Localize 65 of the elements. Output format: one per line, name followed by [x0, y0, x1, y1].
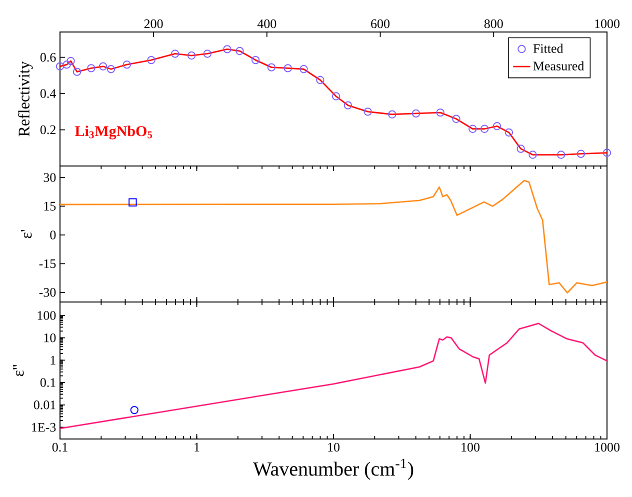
- point: [267, 63, 276, 72]
- point: [87, 64, 96, 72]
- point: [122, 60, 131, 69]
- point: [147, 56, 156, 64]
- point: [66, 56, 75, 66]
- point: [203, 50, 212, 58]
- y-tick-label: 10: [44, 333, 56, 342]
- point: [504, 128, 514, 137]
- y-tick-label: -15: [39, 259, 56, 268]
- legend-label: Fitted: [533, 44, 564, 53]
- x-tick-label: 10: [328, 442, 340, 452]
- point: [528, 150, 537, 159]
- point: [236, 46, 244, 56]
- point: [316, 76, 324, 84]
- y-tick-label: 1E-3: [32, 422, 56, 432]
- point: [56, 62, 64, 70]
- point: [170, 50, 180, 58]
- point: [412, 109, 420, 118]
- point: [436, 108, 444, 117]
- y-tick-label: 0.1: [40, 378, 56, 387]
- x-axis-title: Wavenumber (cm$^{-1}$): [252, 458, 414, 480]
- point: [332, 92, 340, 100]
- x-tick-label: 1000: [595, 19, 620, 28]
- point: [251, 56, 260, 64]
- y-axis-title: Reflectivity: [18, 61, 33, 136]
- y-tick-label: 0.2: [40, 125, 56, 134]
- y-axis-title: ε'': [13, 364, 24, 376]
- point: [452, 114, 460, 124]
- point: [106, 65, 116, 74]
- point: [468, 124, 477, 133]
- x-tick-label: 200: [144, 19, 163, 28]
- x-tick-label: 800: [484, 19, 503, 28]
- x-tick-label: 600: [371, 19, 390, 28]
- point: [516, 144, 525, 153]
- y-tick-label: -30: [39, 288, 56, 297]
- point: [602, 148, 612, 157]
- y-tick-label: 0.4: [40, 89, 56, 98]
- point: [223, 45, 232, 54]
- point: [364, 108, 372, 116]
- point: [284, 64, 292, 72]
- y-tick-label: 0.6: [40, 52, 56, 62]
- legend-label: Measured: [533, 61, 584, 70]
- point: [556, 150, 566, 159]
- y-tick-label: 0.01: [34, 400, 56, 410]
- point: [62, 60, 71, 69]
- point: [98, 62, 108, 70]
- x-tick-label: 100: [462, 442, 480, 452]
- x-tick-label: 1: [194, 442, 200, 452]
- point: [300, 65, 308, 74]
- annotation: Li$_{3}$MgNbO$_{5}$: [75, 126, 152, 140]
- y-tick-label: 30: [44, 173, 56, 182]
- point: [480, 124, 489, 133]
- y-tick-label: 100: [38, 311, 56, 320]
- x-tick-label: 400: [257, 19, 276, 28]
- y-tick-label: 15: [44, 202, 56, 211]
- point: [72, 68, 82, 76]
- y-axis-title: ε': [21, 230, 32, 238]
- point: [492, 122, 502, 130]
- y-tick-label: 1: [50, 356, 56, 364]
- y-tick-label: 0: [50, 230, 56, 240]
- point: [344, 101, 352, 110]
- point: [576, 150, 586, 158]
- point: [388, 110, 396, 118]
- x-tick-label: 1000: [595, 442, 620, 452]
- point: [187, 51, 196, 60]
